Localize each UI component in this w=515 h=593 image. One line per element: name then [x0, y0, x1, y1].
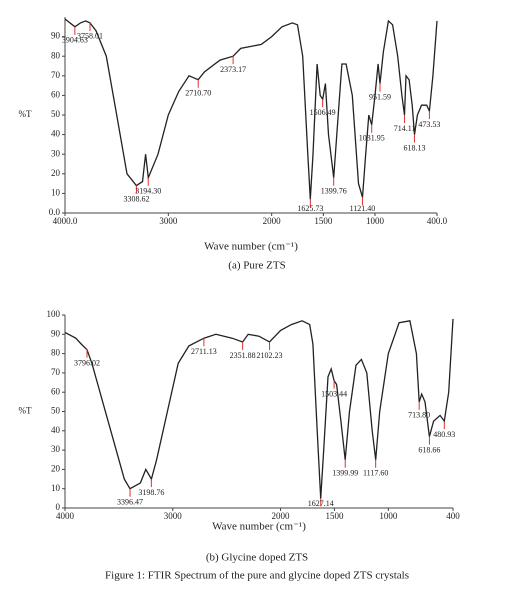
annotation-label: 714.11: [394, 124, 416, 133]
annotation-label: 3758.01: [77, 32, 103, 41]
x-tick-label: 3000: [164, 511, 183, 521]
y-tick-label: 10: [51, 483, 61, 493]
y-tick-label: 30: [51, 444, 61, 454]
x-tick-label: 400.0: [427, 216, 448, 226]
annotation-label: 2711.13: [191, 347, 217, 356]
annotation-label: 618.66: [418, 445, 440, 454]
annotation-label: 3308.62: [123, 194, 149, 203]
y-tick-label: 30: [51, 148, 61, 158]
y-tick-label: 10: [51, 187, 61, 197]
annotation-label: 618.13: [403, 143, 425, 152]
y-tick-label: 70: [51, 367, 61, 377]
annotation-label: 473.53: [418, 120, 440, 129]
annotation-label: 1625.73: [297, 204, 323, 213]
y-tick-label: 90: [51, 328, 61, 338]
annotation-label: 951.59: [369, 92, 391, 101]
chart-caption: (a) Pure ZTS: [228, 260, 285, 272]
annotation-label: 1399.76: [321, 187, 347, 196]
y-tick-label: 90: [51, 31, 61, 41]
annotation-label: 480.93: [433, 430, 455, 439]
annotation-label: 3904.63: [62, 36, 88, 45]
annotation-label: 1506.49: [310, 108, 336, 117]
y-tick-label: 20: [51, 463, 61, 473]
y-tick-label: 40: [51, 129, 61, 139]
x-tick-label: 400: [446, 511, 460, 521]
annotation-label: 2373.17: [220, 65, 246, 74]
x-tick-label: 4000: [56, 511, 75, 521]
y-tick-label: 100: [47, 309, 61, 319]
y-axis-label: %T: [19, 109, 32, 119]
y-tick-label: 40: [51, 425, 61, 435]
annotation-label: 1117.60: [363, 469, 388, 478]
spectrum-line: [64, 318, 454, 499]
y-tick-label: 0.0: [49, 207, 61, 217]
y-tick-label: 60: [51, 386, 61, 396]
annotation-label: 1121.40: [350, 204, 376, 213]
x-tick-label: 2000: [263, 216, 282, 226]
x-tick-label: 1000: [366, 216, 385, 226]
annotation-label: 1031.95: [359, 134, 385, 143]
annotation-label: 1399.99: [332, 469, 358, 478]
annotation-label: 3194.30: [135, 187, 161, 196]
spectrum-line: [64, 18, 438, 200]
figure-caption: Figure 1: FTIR Spectrum of the pure and …: [105, 570, 409, 582]
annotation-label: 3796.02: [74, 359, 100, 368]
annotation-label: 3396.47: [117, 498, 143, 507]
annotation-label: 3198.76: [138, 488, 164, 497]
x-tick-label: 1500: [325, 511, 344, 521]
x-tick-label: 2000: [272, 511, 291, 521]
annotation-label: 1627.14: [308, 499, 334, 508]
x-tick-label: 3000: [159, 216, 178, 226]
annotation-label: 2102.23: [257, 351, 283, 360]
annotation-label: 713.80: [408, 411, 430, 420]
y-tick-label: 50: [51, 109, 61, 119]
x-axis-label: Wave number (cm⁻¹): [212, 521, 306, 533]
y-tick-label: 50: [51, 406, 61, 416]
y-tick-label: 20: [51, 168, 61, 178]
annotation-label: 2710.70: [185, 89, 211, 98]
x-tick-label: 1500: [314, 216, 333, 226]
x-axis-label: Wave number (cm⁻¹): [204, 241, 298, 253]
annotation-label: 2351.88: [230, 351, 256, 360]
y-tick-label: 70: [51, 70, 61, 80]
x-tick-label: 1000: [379, 511, 398, 521]
x-tick-label: 4000.0: [53, 216, 78, 226]
y-tick-label: 60: [51, 89, 61, 99]
y-tick-label: 80: [51, 348, 61, 358]
y-tick-label: 80: [51, 50, 61, 60]
chart-caption: (b) Glycine doped ZTS: [206, 552, 308, 564]
annotation-label: 1503.44: [321, 389, 347, 398]
y-tick-label: 0: [56, 502, 61, 512]
y-axis-label: %T: [19, 406, 32, 416]
